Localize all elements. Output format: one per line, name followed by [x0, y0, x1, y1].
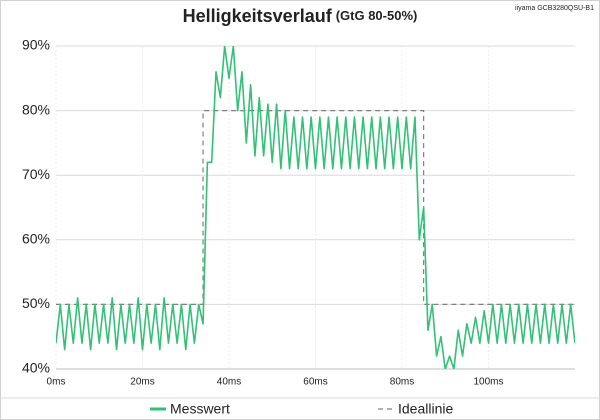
model-label: iiyama GCB3280QSU-B1 [515, 5, 594, 12]
x-tick-label: 20ms [130, 377, 154, 388]
y-tick-label: 80% [22, 101, 50, 117]
series-line [56, 46, 575, 369]
y-tick-label: 50% [22, 295, 50, 311]
x-tick-label: 40ms [217, 377, 241, 388]
x-tick-label: 100ms [473, 377, 503, 388]
y-tick-label: 40% [22, 360, 50, 376]
x-tick-label: 80ms [390, 377, 414, 388]
y-tick-label: 60% [22, 231, 50, 247]
chart-subtitle: (GtG 80-50%) [336, 8, 418, 23]
legend-label: Ideallinie [398, 401, 453, 417]
x-tick-label: 60ms [303, 377, 327, 388]
chart-title: Helligkeitsverlauf [183, 6, 333, 26]
legend-label: Messwert [170, 401, 230, 417]
plot [56, 46, 575, 369]
x-tick-label: 0ms [47, 377, 66, 388]
series-line [56, 110, 575, 305]
y-tick-label: 90% [22, 37, 50, 53]
title: Helligkeitsverlauf (GtG 80-50%) [183, 6, 418, 26]
y-tick-label: 70% [22, 166, 50, 182]
